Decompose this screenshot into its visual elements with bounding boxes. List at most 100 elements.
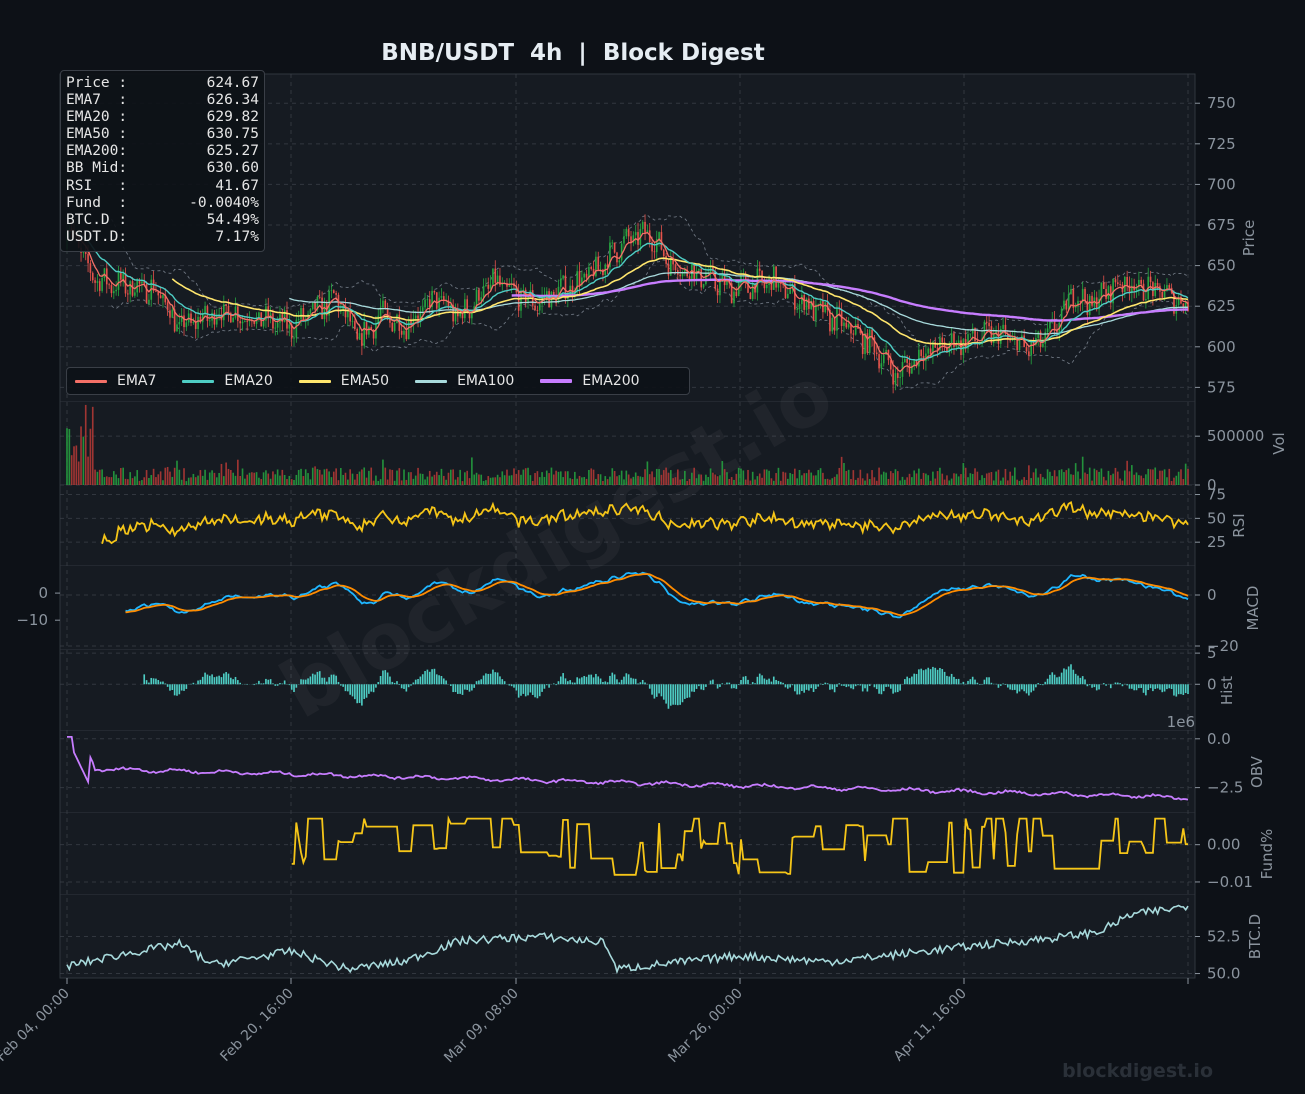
volume-bar xyxy=(281,469,284,485)
volume-bar xyxy=(1070,474,1072,485)
hist-bar xyxy=(155,678,157,685)
candle-body xyxy=(737,283,740,297)
candle-body xyxy=(365,321,368,335)
volume-bar xyxy=(407,472,410,485)
hist-bar xyxy=(185,684,188,689)
hist-bar xyxy=(1142,684,1145,693)
volume-bar xyxy=(543,476,546,485)
candle-body xyxy=(115,289,117,292)
hist-bar xyxy=(957,678,960,685)
volume-bar xyxy=(117,478,120,485)
volume-bar xyxy=(241,468,244,485)
volume-bar xyxy=(1131,465,1133,485)
hist-bar xyxy=(1035,684,1037,688)
hist-bar xyxy=(393,682,396,685)
y-tick-label: 0.00 xyxy=(1207,836,1240,854)
volume-bar xyxy=(356,473,359,485)
hist-bar xyxy=(845,684,848,688)
candle-body xyxy=(215,316,218,325)
hist-bar xyxy=(562,673,564,685)
volume-bar xyxy=(515,473,518,485)
hist-bar xyxy=(204,672,206,685)
hist-bar xyxy=(354,684,356,700)
hist-bar xyxy=(206,674,209,685)
volume-bar xyxy=(684,470,686,485)
hist-bar xyxy=(1042,684,1044,686)
hist-bar xyxy=(840,684,843,686)
candle-body xyxy=(1077,300,1079,307)
y-tick-label: 0 xyxy=(1207,675,1217,693)
candle-body xyxy=(260,312,263,327)
hist-bar xyxy=(1067,666,1070,685)
volume-bar xyxy=(152,468,155,485)
hist-bar xyxy=(389,676,391,685)
candle-body xyxy=(667,263,670,276)
candle-body xyxy=(817,304,820,305)
volume-bar xyxy=(740,468,742,485)
volume-bar xyxy=(1002,477,1004,485)
hist-bar xyxy=(1021,684,1023,690)
hist-bar xyxy=(1025,684,1028,694)
hist-bar xyxy=(309,676,312,685)
hist-bar xyxy=(468,684,471,692)
hist-bar xyxy=(318,671,321,685)
candle-body xyxy=(943,342,946,348)
candle-body xyxy=(230,313,232,323)
volume-bar xyxy=(1084,472,1086,485)
candle-body xyxy=(253,321,256,324)
candle-body xyxy=(120,272,122,280)
volume-bar xyxy=(616,476,618,485)
info-label: RSI : xyxy=(66,177,128,194)
y-tick-label: 0 xyxy=(1207,586,1217,604)
volume-bar xyxy=(1046,469,1049,485)
candle-body xyxy=(1079,300,1082,302)
candle-body xyxy=(1046,328,1049,333)
candle-body xyxy=(634,232,637,236)
candle-body xyxy=(204,306,206,315)
candle-body xyxy=(1168,285,1171,288)
series-layer xyxy=(66,214,1189,975)
hist-bar xyxy=(445,680,447,685)
volume-bar xyxy=(347,479,349,485)
hist-bar xyxy=(815,684,817,690)
hist-bar xyxy=(283,680,286,685)
hist-bar xyxy=(358,684,361,703)
y-axis-label: RSI xyxy=(1230,513,1248,537)
candle-body xyxy=(665,255,667,264)
hist-bar xyxy=(234,676,237,685)
hist-bar xyxy=(339,684,342,686)
volume-bar xyxy=(559,471,562,485)
y-axis-label: OBV xyxy=(1248,755,1266,788)
volume-bar xyxy=(1114,467,1117,485)
candle-body xyxy=(552,291,555,296)
hist-bar xyxy=(651,684,653,695)
info-value: 630.75 xyxy=(206,126,259,143)
candle-body xyxy=(143,281,146,284)
volume-bar xyxy=(744,479,747,485)
volume-bar xyxy=(70,455,73,485)
volume-bar xyxy=(950,478,953,485)
volume-bar xyxy=(370,467,373,485)
volume-bar xyxy=(1044,478,1047,485)
volume-bar xyxy=(215,477,218,485)
candle-body xyxy=(361,333,363,346)
volume-bar xyxy=(412,478,415,485)
hist-bar xyxy=(559,676,562,685)
volume-bar xyxy=(688,478,691,485)
hist-bar xyxy=(592,677,595,685)
volume-bar xyxy=(625,470,628,485)
candle-body xyxy=(644,221,646,233)
volume-bar xyxy=(255,472,258,485)
volume-bar xyxy=(384,467,387,485)
y-tick-label: 675 xyxy=(1207,216,1236,234)
volume-bar xyxy=(141,480,143,485)
volume-bar xyxy=(487,476,490,485)
candle-body xyxy=(382,300,384,308)
candle-body xyxy=(941,337,944,343)
volume-bar xyxy=(127,479,129,485)
volume-bar xyxy=(946,475,948,485)
volume-bar xyxy=(936,471,939,485)
volume-bar xyxy=(452,469,454,485)
volume-bar xyxy=(77,461,80,485)
hist-bar xyxy=(421,674,424,685)
